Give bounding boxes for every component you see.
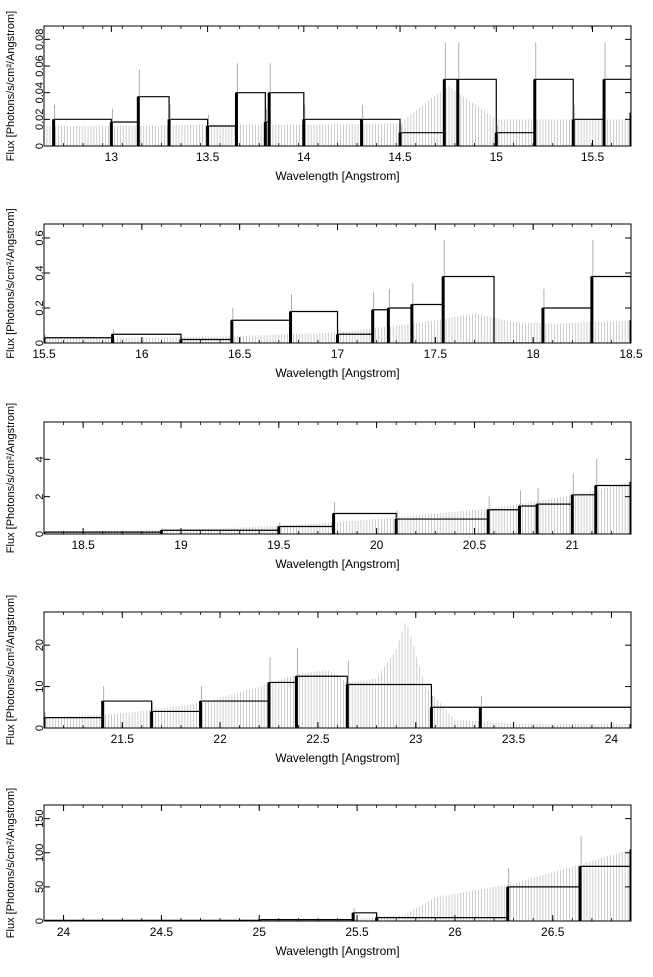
x-axis-label: Wavelength [Angstrom] bbox=[275, 751, 399, 765]
x-tick-label: 20.5 bbox=[463, 538, 487, 552]
x-tick-label: 16.5 bbox=[228, 347, 252, 361]
measured-flux-line bbox=[44, 675, 631, 724]
y-axis-label: Flux [Photons/s/cm²/Angstrom] bbox=[5, 403, 17, 553]
x-tick-label: 19 bbox=[174, 538, 188, 552]
x-tick-label: 18 bbox=[526, 347, 540, 361]
y-tick-label: 4 bbox=[34, 456, 46, 462]
x-tick-label: 22.5 bbox=[306, 732, 330, 746]
y-tick-label: 0.6 bbox=[34, 230, 46, 245]
x-tick-label: 25.5 bbox=[345, 925, 369, 939]
x-tick-label: 17 bbox=[331, 347, 345, 361]
y-axis-label: Flux [Photons/s/cm²/Angstrom] bbox=[5, 208, 17, 358]
x-tick-label: 18.5 bbox=[619, 347, 643, 361]
measured-flux-line bbox=[53, 78, 631, 134]
y-tick-label: 0.2 bbox=[34, 300, 46, 315]
x-tick-label: 14.5 bbox=[388, 150, 412, 164]
x-tick-label: 26.5 bbox=[541, 925, 565, 939]
y-axis-label: Flux [Photons/s/cm²/Angstrom] bbox=[5, 595, 17, 745]
x-tick-label: 20 bbox=[370, 538, 384, 552]
y-tick-label: 0 bbox=[34, 725, 46, 731]
x-tick-label: 23.5 bbox=[502, 732, 526, 746]
spectrum-panel-2: 15.5 16 16.5 17 17.5 18 18.5 0 0.2 0.4 0.6 Waveleng… bbox=[5, 208, 643, 380]
spectrum-panel-4: 21.5 22 22.5 23 23.5 24 0 10 20 Wavelength [Angst… bbox=[5, 595, 632, 765]
x-axis-label: Wavelength [Angstrom] bbox=[275, 366, 399, 380]
x-tick-label: 13 bbox=[105, 150, 119, 164]
spectrum-panel-5: 24 24.5 25 25.5 26 26.5 0 50 100 150 Wavelength [A… bbox=[5, 788, 632, 958]
x-tick-label: 15.5 bbox=[32, 347, 56, 361]
y-tick-label: 0.02 bbox=[34, 109, 46, 130]
y-tick-label: 0.04 bbox=[34, 82, 46, 103]
x-tick-label: 23 bbox=[409, 732, 423, 746]
y-tick-label: 2 bbox=[34, 494, 46, 500]
x-axis-label: Wavelength [Angstrom] bbox=[275, 557, 399, 571]
x-tick-label: 18.5 bbox=[71, 538, 95, 552]
x-tick-label: 16 bbox=[135, 347, 149, 361]
y-axis-label: Flux [Photons/s/cm²/Angstrom] bbox=[5, 11, 17, 161]
y-tick-label: 0 bbox=[34, 918, 46, 924]
y-tick-label: 10 bbox=[34, 680, 46, 692]
y-tick-label: 0 bbox=[34, 143, 46, 149]
x-tick-label: 25 bbox=[253, 925, 267, 939]
y-tick-label: 0 bbox=[34, 340, 46, 346]
x-tick-label: 24 bbox=[57, 925, 71, 939]
spectrum-panel-3: 18.5 19 19.5 20 20.5 21 0 2 4 Wavelength [Angstro… bbox=[5, 403, 632, 571]
x-tick-label: 15.5 bbox=[581, 150, 605, 164]
x-tick-label: 24 bbox=[605, 732, 619, 746]
y-tick-label: 50 bbox=[34, 881, 46, 893]
x-tick-label: 22 bbox=[213, 732, 227, 746]
x-tick-label: 26 bbox=[448, 925, 462, 939]
x-tick-label: 14 bbox=[297, 150, 311, 164]
y-tick-label: 100 bbox=[34, 844, 46, 862]
x-tick-label: 15 bbox=[490, 150, 504, 164]
y-tick-label: 0.08 bbox=[34, 29, 46, 50]
y-tick-label: 20 bbox=[34, 639, 46, 651]
y-tick-label: 0.4 bbox=[34, 265, 46, 280]
x-tick-label: 19.5 bbox=[267, 538, 291, 552]
x-tick-label: 24.5 bbox=[150, 925, 174, 939]
x-tick-label: 13.5 bbox=[196, 150, 220, 164]
x-tick-label: 21 bbox=[566, 538, 580, 552]
x-axis-label: Wavelength [Angstrom] bbox=[275, 944, 399, 958]
y-tick-label: 0.06 bbox=[34, 55, 46, 76]
y-axis-label: Flux [Photons/s/cm²/Angstrom] bbox=[5, 788, 17, 938]
y-tick-label: 0 bbox=[34, 531, 46, 537]
x-tick-label: 17.5 bbox=[424, 347, 448, 361]
x-tick-label: 21.5 bbox=[111, 732, 135, 746]
spectrum-panel-1: 13 13.5 14 14.5 15 15.5 0 0.02 0.04 0.06 0.08 Wavel… bbox=[5, 11, 632, 183]
x-axis-label: Wavelength [Angstrom] bbox=[275, 169, 399, 183]
y-tick-label: 150 bbox=[34, 809, 46, 827]
plot-data bbox=[44, 623, 631, 728]
plot-data bbox=[44, 42, 631, 146]
